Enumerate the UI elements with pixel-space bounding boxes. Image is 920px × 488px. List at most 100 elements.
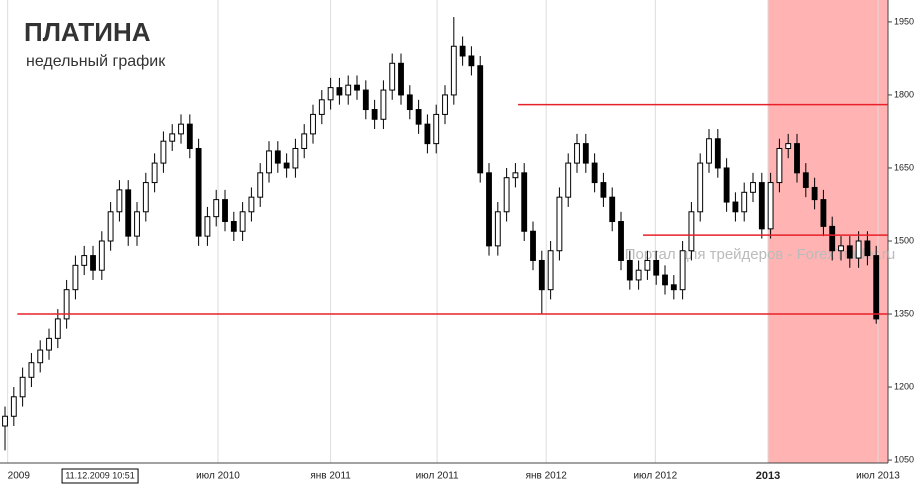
candle-body (873, 255, 880, 320)
candle-body (653, 259, 660, 276)
cursor-label: 11.12.2009 10:51 (65, 470, 134, 480)
candle-body (450, 45, 457, 96)
candle-body (556, 196, 563, 252)
highlight-region (767, 0, 888, 463)
candle-body (310, 113, 316, 135)
candle-body (670, 284, 677, 291)
candle-body (98, 240, 105, 271)
candle-body (10, 396, 17, 417)
candle-body (398, 62, 404, 96)
candle-body (19, 376, 26, 398)
candle-body (354, 84, 360, 91)
candle-body (125, 189, 132, 237)
candle-body (468, 55, 475, 67)
candle-body (477, 65, 484, 174)
candle-body (618, 221, 624, 261)
candle-body (266, 150, 272, 174)
y-tick-label: 1200 (894, 381, 914, 391)
candle-body (380, 89, 387, 120)
watermark: Портал для трейдеров - ForexTrader.ru (625, 246, 896, 263)
y-tick-label: 1650 (894, 162, 914, 172)
candle-body (864, 240, 871, 257)
candle-body (63, 289, 70, 320)
candle-body (134, 211, 140, 237)
candle-body (750, 182, 756, 193)
candle-body (521, 172, 528, 232)
candle-body (662, 274, 668, 286)
candle-body (591, 162, 598, 184)
candle-body (345, 84, 352, 96)
candle-body (213, 199, 220, 218)
candle-body (582, 143, 589, 164)
candle-body (503, 177, 510, 213)
candle-body (697, 162, 704, 213)
candle-body (415, 109, 422, 125)
candle-body (706, 138, 712, 164)
candle-body (785, 143, 792, 149)
y-tick-label: 1050 (894, 454, 914, 464)
candle-body (635, 269, 642, 281)
candle-body (151, 162, 158, 184)
x-tick-label: июл 2010 (196, 471, 240, 482)
candle-body (846, 245, 853, 259)
candle-body (829, 225, 836, 252)
candle-body (486, 172, 492, 247)
candle-body (723, 167, 730, 203)
candle-body (838, 245, 844, 252)
x-tick-label: июл 2011 (416, 471, 459, 482)
candle-body (442, 94, 448, 115)
candle-body (362, 89, 369, 111)
candle-body (644, 259, 651, 271)
cursor-box (61, 468, 139, 484)
candle-body (371, 109, 378, 120)
candle-body (116, 189, 123, 213)
candle-body (459, 45, 466, 57)
x-tick-label: 2013 (756, 470, 780, 482)
candle-body (292, 147, 299, 169)
candle-body (406, 94, 413, 111)
candle-body (855, 240, 862, 259)
candle-body (574, 143, 580, 164)
candle-body (811, 186, 818, 201)
y-tick-label: 1950 (894, 16, 914, 26)
candle-body (609, 196, 616, 223)
candle-body (248, 196, 255, 213)
candle-body (142, 182, 149, 213)
x-tick-label: июл 2013 (856, 471, 900, 482)
chart-subtitle: недельный график (26, 53, 166, 70)
candle-body (230, 221, 237, 232)
candle-body (538, 259, 545, 291)
x-tick-label: 2009 (8, 471, 31, 482)
candle-body (37, 349, 44, 364)
candle-body (90, 255, 96, 271)
candle-body (714, 138, 721, 169)
candle-body (54, 318, 61, 339)
candle-body (107, 211, 114, 242)
candle-body (565, 162, 572, 198)
x-tick-label: янв 2012 (526, 471, 568, 482)
candle-body (626, 259, 633, 281)
candle-body (28, 362, 35, 378)
candle-body (794, 143, 800, 174)
candle-body (424, 123, 431, 145)
candle-body (547, 250, 554, 291)
candle-body (239, 211, 246, 232)
candle-body (732, 201, 739, 213)
candle-body (433, 113, 440, 145)
candle-body (767, 182, 774, 230)
candle-body (186, 123, 193, 149)
y-tick-label: 1800 (894, 89, 914, 99)
candle-body (494, 211, 501, 247)
candle-body (512, 172, 519, 179)
candle-body (178, 123, 184, 135)
candle-body (46, 337, 52, 351)
candle-body (318, 99, 325, 115)
candle-body (169, 133, 176, 142)
chart-title: ПЛАТИНА (24, 17, 151, 47)
candle-body (327, 87, 334, 101)
candle-body (679, 250, 686, 291)
candle-body (741, 191, 748, 213)
candle-body (600, 182, 607, 198)
candle-body (222, 199, 228, 223)
